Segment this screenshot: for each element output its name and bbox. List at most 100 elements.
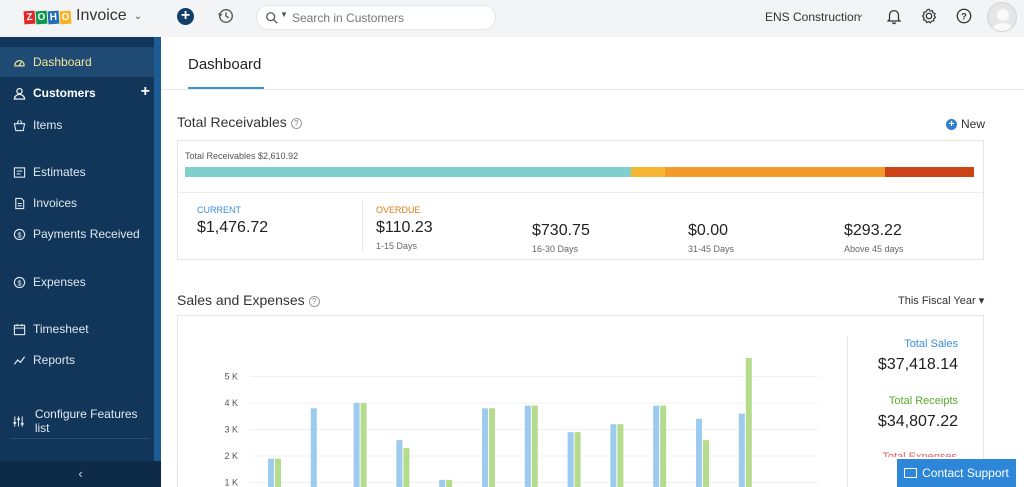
collapse-sidebar-button[interactable]: ‹ <box>0 461 161 487</box>
logo-letter: H <box>47 10 60 25</box>
search-box[interactable]: ▼ <box>256 5 496 30</box>
chart-bar-sales[interactable] <box>696 418 702 487</box>
new-receivable-button[interactable]: + New <box>946 117 985 131</box>
search-scope-caret-icon[interactable]: ▼ <box>280 10 288 19</box>
receivables-bar-segment[interactable] <box>664 167 886 177</box>
sidebar-item-label: Payments Received <box>33 227 140 241</box>
chart-bar-sales[interactable] <box>396 440 403 487</box>
add-customer-plus-icon[interactable]: + <box>140 83 150 100</box>
chart-bar-sales[interactable] <box>439 479 446 487</box>
contact-support-button[interactable]: Contact Support <box>897 459 1016 487</box>
sidebar-item-expenses[interactable]: $ Expenses <box>0 267 154 297</box>
timesheet-icon <box>12 322 26 336</box>
chart-bar-sales[interactable] <box>653 405 660 487</box>
total-expenses-label: Total Expenses <box>882 451 957 463</box>
chevron-down-icon[interactable]: ⌄ <box>133 10 143 22</box>
total-sales-label: Total Sales <box>904 338 958 350</box>
chart-bar-sales[interactable] <box>482 408 488 487</box>
chart-bar-sales[interactable] <box>738 413 745 487</box>
logo-letter: O <box>59 10 72 25</box>
receivables-bar-segment[interactable] <box>185 167 632 177</box>
chevron-down-icon[interactable]: ⌄ <box>856 9 865 20</box>
chart-bar-sales[interactable] <box>353 403 360 487</box>
sidebar: Dashboard Customers + Items Estimates In… <box>0 37 154 487</box>
divider <box>178 192 983 193</box>
sidebar-item-reports[interactable]: Reports <box>0 345 154 375</box>
total-receivables-label: Total Receivables $2,610.92 <box>185 151 299 161</box>
sidebar-item-dashboard[interactable]: Dashboard <box>0 47 154 77</box>
chart-bar-receipts[interactable] <box>489 408 495 487</box>
sidebar-item-label: Expenses <box>33 275 86 289</box>
chart-bar-receipts[interactable] <box>574 432 581 487</box>
chart-bar-receipts[interactable] <box>360 403 367 487</box>
help-icon[interactable]: ? <box>955 7 973 25</box>
tab-dashboard[interactable]: Dashboard <box>188 56 262 73</box>
configure-features-label: Configure Features list <box>34 407 138 435</box>
chart-bar-receipts[interactable] <box>446 479 453 487</box>
logo-letter: O <box>35 10 48 25</box>
sidebar-item-estimates[interactable]: Estimates <box>0 157 154 187</box>
organization-name[interactable]: ENS Construction <box>765 10 861 24</box>
overdue-1-15[interactable]: OVERDUE $110.23 1-15 Days <box>376 205 433 251</box>
sliders-icon <box>12 414 26 428</box>
help-icon[interactable]: ? <box>290 118 302 129</box>
chart-bar-receipts[interactable] <box>745 357 752 487</box>
receivables-bar-segment[interactable] <box>631 167 665 177</box>
overdue-31-45[interactable]: $0.00 31-45 Days <box>688 218 734 254</box>
invoice-icon <box>12 196 26 210</box>
chart-bar-receipts[interactable] <box>617 424 624 487</box>
divider <box>847 336 848 487</box>
help-icon[interactable]: ? <box>308 296 320 307</box>
chart-bar-sales[interactable] <box>524 405 531 487</box>
overdue-amount: $730.75 <box>532 222 590 239</box>
user-icon <box>12 86 26 100</box>
chart-bar-sales[interactable] <box>610 424 617 487</box>
sidebar-item-label: Reports <box>33 353 76 367</box>
active-tab-indicator <box>188 87 264 89</box>
sidebar-item-payments-received[interactable]: $ Payments Received <box>0 219 154 249</box>
current-receivables[interactable]: CURRENT $1,476.72 <box>197 205 268 237</box>
sidebar-item-invoices[interactable]: Invoices <box>0 188 154 218</box>
overdue-45-plus[interactable]: $293.22 Above 45 days <box>844 218 904 254</box>
period-dropdown[interactable]: This Fiscal Year ▾ <box>898 295 985 307</box>
dashboard-icon <box>12 55 26 69</box>
total-receipts-label: Total Receipts <box>888 395 958 407</box>
search-input[interactable] <box>292 9 487 27</box>
current-amount: $1,476.72 <box>197 219 269 236</box>
current-label: CURRENT <box>197 205 241 215</box>
total-receipts-value: $34,807.22 <box>877 413 958 430</box>
chart-bar-receipts[interactable] <box>703 440 709 487</box>
svg-text:$: $ <box>17 278 21 287</box>
history-icon[interactable] <box>217 7 235 25</box>
basket-icon <box>12 118 26 132</box>
sidebar-item-items[interactable]: Items <box>0 110 154 140</box>
chart-bar-receipts[interactable] <box>531 405 538 487</box>
overdue-range: 1-15 Days <box>376 241 418 251</box>
sidebar-item-timesheet[interactable]: Timesheet <box>0 314 154 344</box>
receivables-card: Total Receivables $2,610.92 CURRENT $1,4… <box>177 140 984 260</box>
sales-expenses-title-text: Sales and Expenses <box>177 292 305 308</box>
y-tick-label: 4 K <box>224 398 238 408</box>
y-tick-label: 2 K <box>224 451 238 461</box>
gear-icon[interactable] <box>920 7 938 25</box>
total-sales-value: $37,418.14 <box>877 356 958 373</box>
sales-expenses-chart: 1 K 2 K 3 K 4 K 5 K <box>224 357 818 487</box>
sidebar-item-customers[interactable]: Customers + <box>0 78 154 108</box>
quick-create-plus-icon[interactable]: + <box>177 8 194 25</box>
receivables-bar-segment[interactable] <box>885 167 974 177</box>
chart-bar-sales[interactable] <box>268 458 274 487</box>
chart-bar-sales[interactable] <box>310 408 317 487</box>
chart-bar-receipts[interactable] <box>660 405 667 487</box>
overdue-range: 16-30 Days <box>532 244 579 254</box>
sidebar-item-label: Dashboard <box>33 55 92 69</box>
chart-bar-receipts[interactable] <box>403 448 410 487</box>
configure-features-link[interactable]: Configure Features list <box>0 406 154 436</box>
bell-icon[interactable] <box>885 7 903 25</box>
chart-bar-receipts[interactable] <box>275 458 281 487</box>
avatar[interactable] <box>987 2 1017 32</box>
overdue-16-30[interactable]: $730.75 16-30 Days <box>532 218 590 254</box>
overdue-range: 31-45 Days <box>688 244 735 254</box>
chart-bar-sales[interactable] <box>567 432 574 487</box>
